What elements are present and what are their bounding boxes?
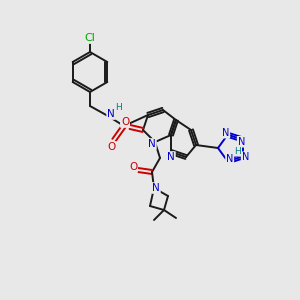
- Text: N: N: [242, 152, 249, 162]
- Text: N: N: [222, 128, 230, 138]
- Text: N: N: [167, 152, 175, 162]
- Text: O: O: [108, 142, 116, 152]
- Text: N: N: [152, 183, 160, 193]
- Text: N: N: [238, 137, 245, 147]
- Text: N: N: [107, 109, 115, 119]
- Text: H: H: [234, 147, 241, 156]
- Text: N: N: [148, 139, 156, 149]
- Text: O: O: [121, 117, 129, 127]
- Text: O: O: [129, 162, 137, 172]
- Text: H: H: [116, 103, 122, 112]
- Text: Cl: Cl: [85, 33, 95, 43]
- Text: N: N: [226, 154, 233, 164]
